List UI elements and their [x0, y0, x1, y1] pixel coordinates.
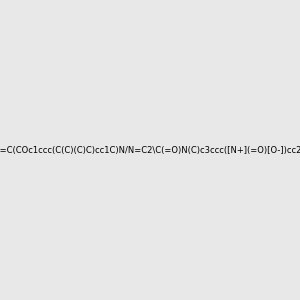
Text: O=C(COc1ccc(C(C)(C)C)cc1C)N/N=C2\C(=O)N(C)c3ccc([N+](=O)[O-])cc23: O=C(COc1ccc(C(C)(C)C)cc1C)N/N=C2\C(=O)N(…: [0, 146, 300, 154]
